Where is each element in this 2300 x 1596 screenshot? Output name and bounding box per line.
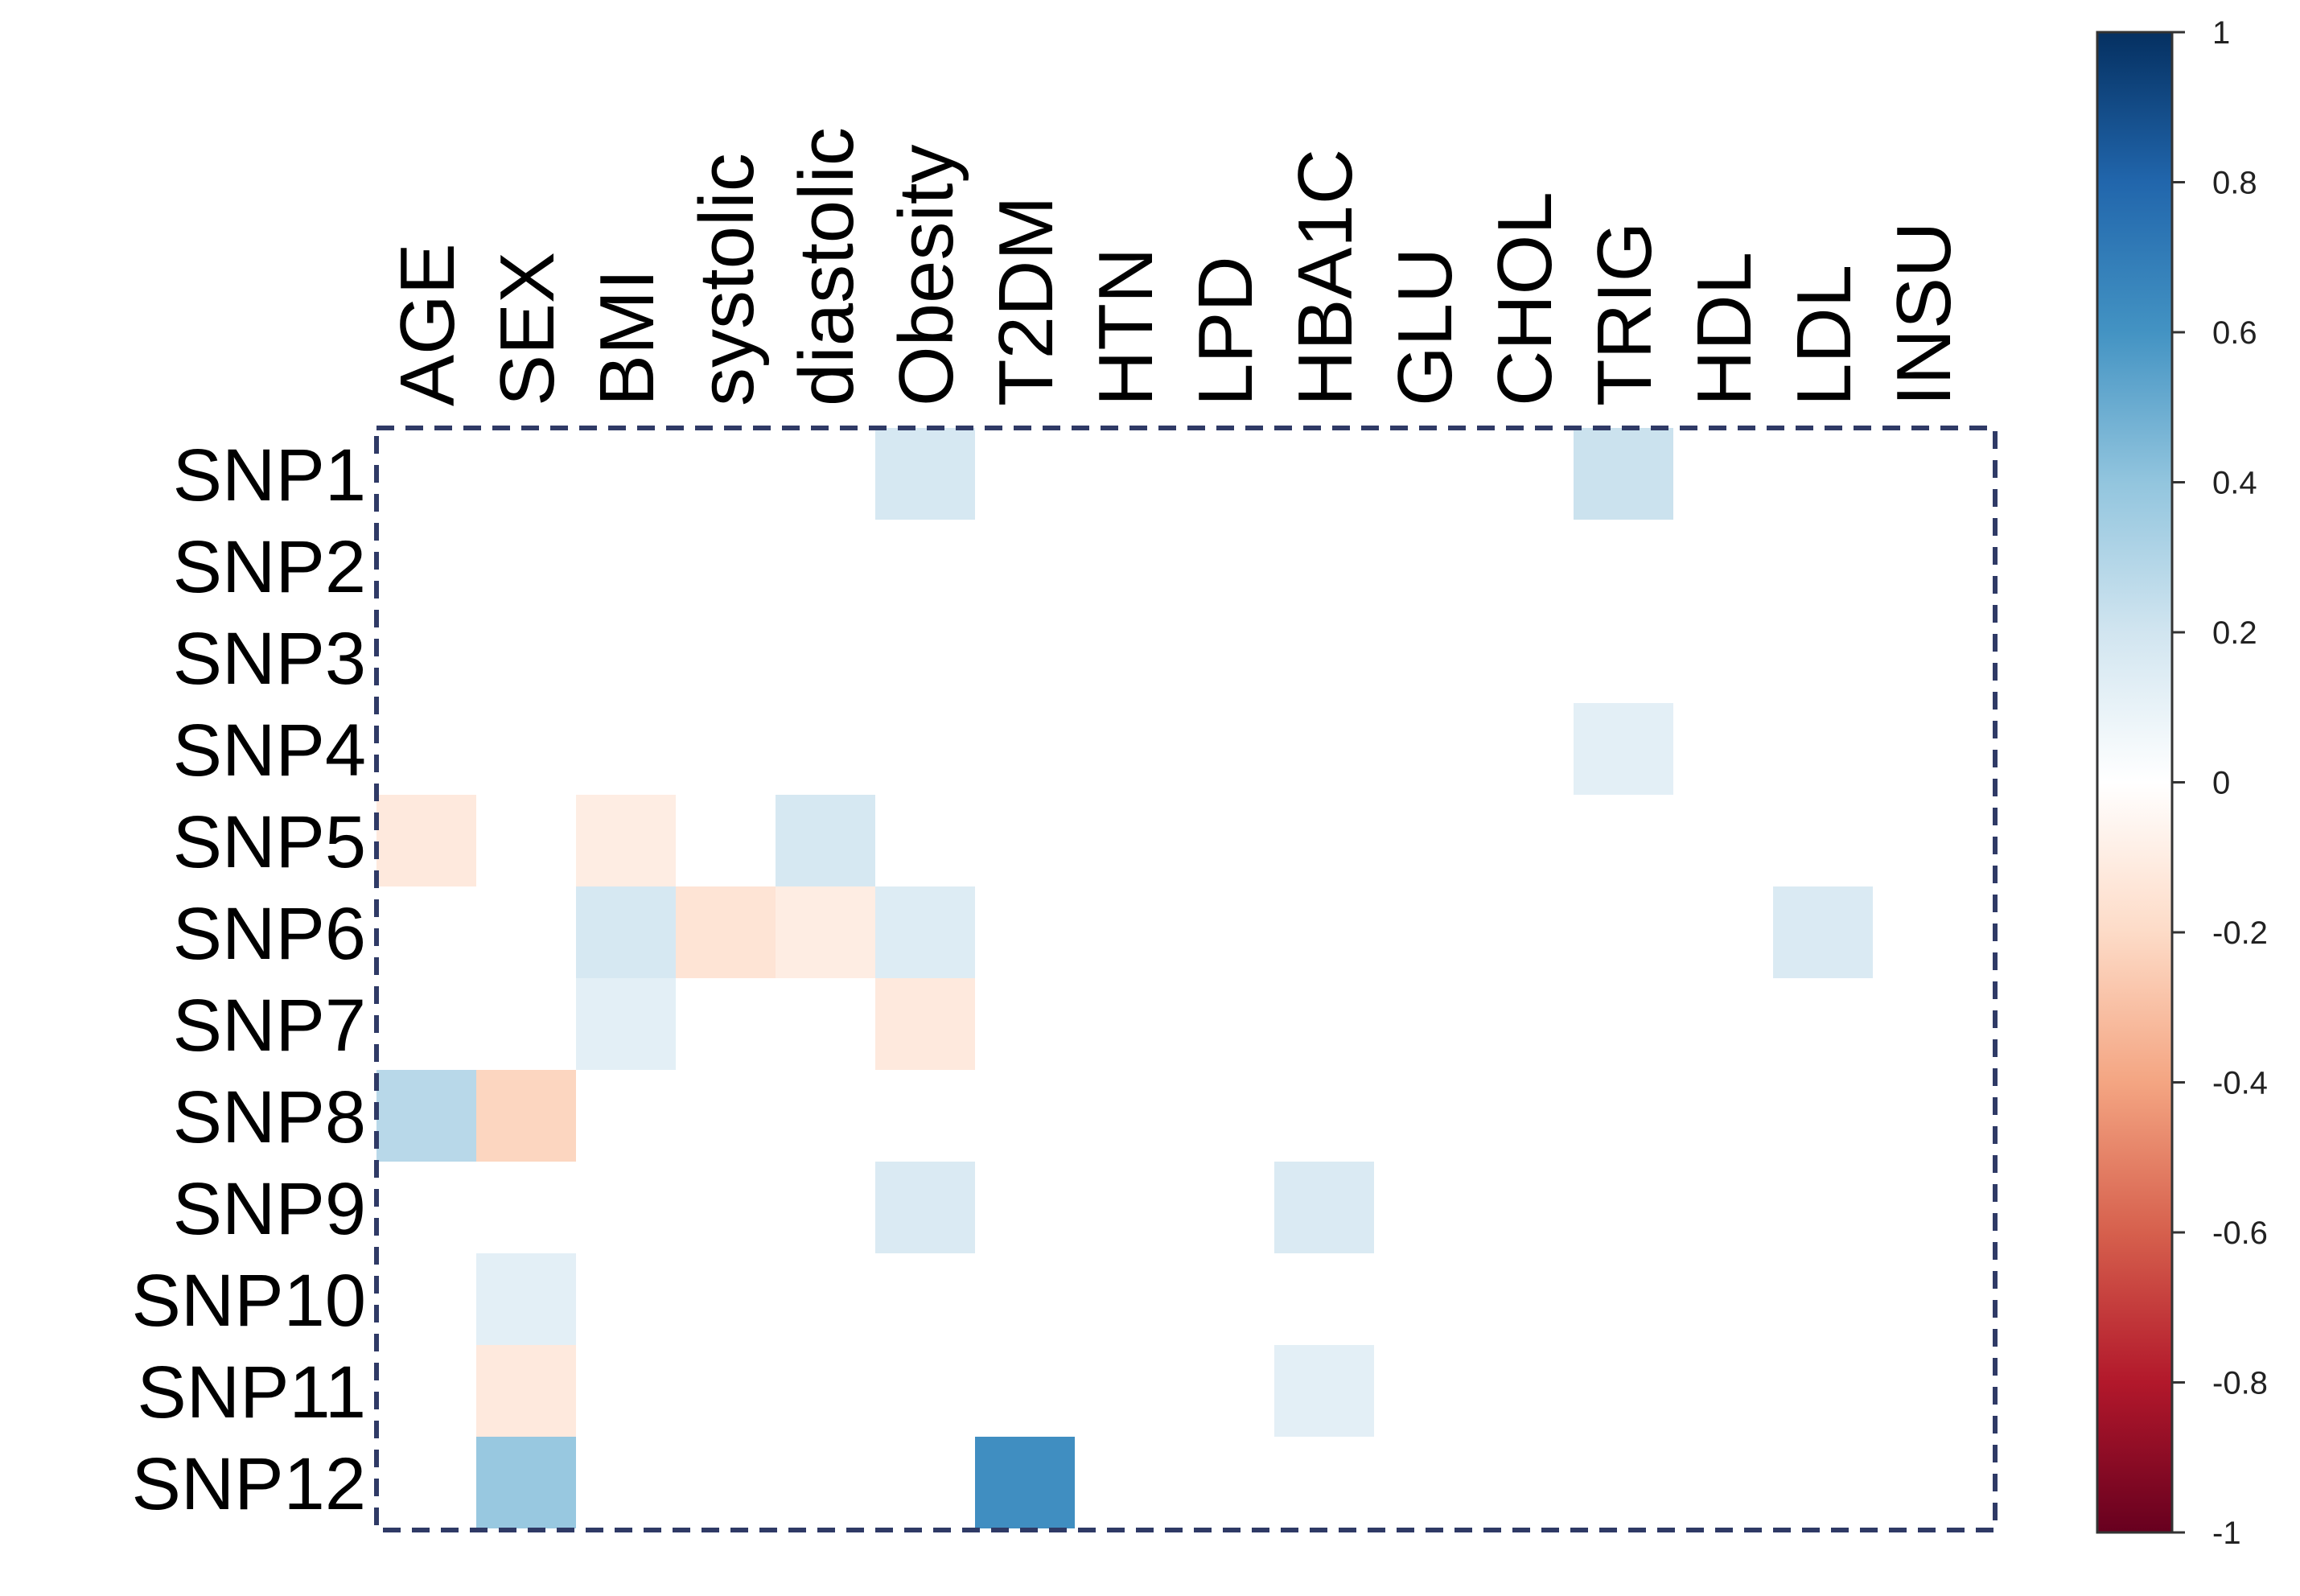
- column-label-obesity: Obesity: [883, 145, 969, 406]
- row-label-snp5: SNP5: [173, 801, 366, 883]
- row-label-snp9: SNP9: [173, 1168, 366, 1250]
- colorbar-tick-label: -0.8: [2212, 1366, 2268, 1401]
- colorbar-tick-label: 0: [2212, 766, 2230, 801]
- column-label-t2dm: T2DM: [983, 196, 1069, 406]
- cell-snp12-t2dm: [975, 1437, 1075, 1528]
- column-label-bmi: BMI: [584, 269, 670, 406]
- column-label-age: AGE: [385, 243, 471, 406]
- row-label-snp2: SNP2: [173, 526, 366, 608]
- column-label-insu: INSU: [1881, 222, 1967, 406]
- column-label-lpd: LPD: [1183, 256, 1269, 406]
- cell-snp9-obesity: [875, 1162, 975, 1253]
- cell-snp7-obesity: [875, 978, 975, 1070]
- column-label-htn: HTN: [1083, 248, 1169, 406]
- colorbar-tick-label: -0.6: [2212, 1216, 2268, 1251]
- column-labels: AGE SEX BMI systolic diastolic Obesity T2DM HTN…: [385, 127, 1967, 406]
- column-label-glu: GLU: [1382, 248, 1468, 406]
- column-label-hba1c: HBA1C: [1282, 149, 1368, 406]
- colorbar-tick-label: 1: [2212, 15, 2230, 51]
- row-label-snp3: SNP3: [173, 618, 366, 700]
- cell-snp1-obesity: [875, 428, 975, 520]
- cell-snp12-sex: [476, 1437, 576, 1528]
- cell-snp8-sex: [476, 1070, 576, 1162]
- cell-snp5-age: [376, 795, 476, 886]
- colorbar-ticks: 1 0.8 0.6 0.4 0.2 0 -0.2 -0.4 -0.6 -0.8 -1: [2172, 15, 2268, 1551]
- cell-snp6-bmi: [576, 886, 676, 978]
- colorbar-gradient: [2096, 31, 2174, 1534]
- cell-snp5-diastolic: [776, 795, 875, 886]
- row-label-snp10: SNP10: [132, 1260, 367, 1342]
- cell-snp11-hba1c: [1274, 1345, 1374, 1437]
- row-label-snp7: SNP7: [173, 985, 366, 1067]
- column-label-diastolic: diastolic: [784, 127, 870, 406]
- cell-snp6-systolic: [676, 886, 776, 978]
- row-label-snp4: SNP4: [173, 710, 366, 792]
- colorbar-tick-label: 0.6: [2212, 315, 2257, 351]
- row-label-snp8: SNP8: [173, 1076, 366, 1158]
- row-label-snp6: SNP6: [173, 893, 366, 975]
- cell-snp5-bmi: [576, 795, 676, 886]
- colorbar-tick-label: -0.2: [2212, 915, 2268, 951]
- row-label-snp11: SNP11: [137, 1351, 366, 1434]
- cell-snp6-ldl: [1773, 886, 1873, 978]
- row-label-snp12: SNP12: [132, 1443, 367, 1525]
- row-label-snp1: SNP1: [173, 434, 366, 516]
- cell-snp4-trig: [1574, 703, 1673, 795]
- cell-snp8-age: [376, 1070, 476, 1162]
- colorbar-tick-label: 0.2: [2212, 615, 2257, 651]
- column-label-ldl: LDL: [1781, 265, 1867, 406]
- column-label-systolic: systolic: [684, 153, 770, 406]
- cell-snp7-bmi: [576, 978, 676, 1070]
- colorbar-tick-label: -0.4: [2212, 1066, 2268, 1101]
- cell-snp6-diastolic: [776, 886, 875, 978]
- cell-snp1-trig: [1574, 428, 1673, 520]
- colorbar-tick-label: -1: [2212, 1516, 2241, 1551]
- column-label-trig: TRIG: [1582, 222, 1668, 406]
- colorbar-tick-label: 0.8: [2212, 166, 2257, 201]
- cell-snp6-obesity: [875, 886, 975, 978]
- colorbar-tick-label: 0.4: [2212, 466, 2257, 501]
- column-label-hdl: HDL: [1681, 252, 1767, 406]
- colorbar: 1 0.8 0.6 0.4 0.2 0 -0.2 -0.4 -0.6 -0.8 -1: [2096, 15, 2268, 1551]
- heatmap-cells: [376, 428, 1873, 1528]
- row-labels: SNP1 SNP2 SNP3 SNP4 SNP5 SNP6 SNP7 SNP8 SNP9 SNP1…: [132, 434, 367, 1525]
- column-label-sex: SEX: [484, 252, 570, 406]
- cell-snp11-sex: [476, 1345, 576, 1437]
- cell-snp10-sex: [476, 1253, 576, 1345]
- cell-snp9-hba1c: [1274, 1162, 1374, 1253]
- column-label-chol: CHOL: [1482, 191, 1568, 406]
